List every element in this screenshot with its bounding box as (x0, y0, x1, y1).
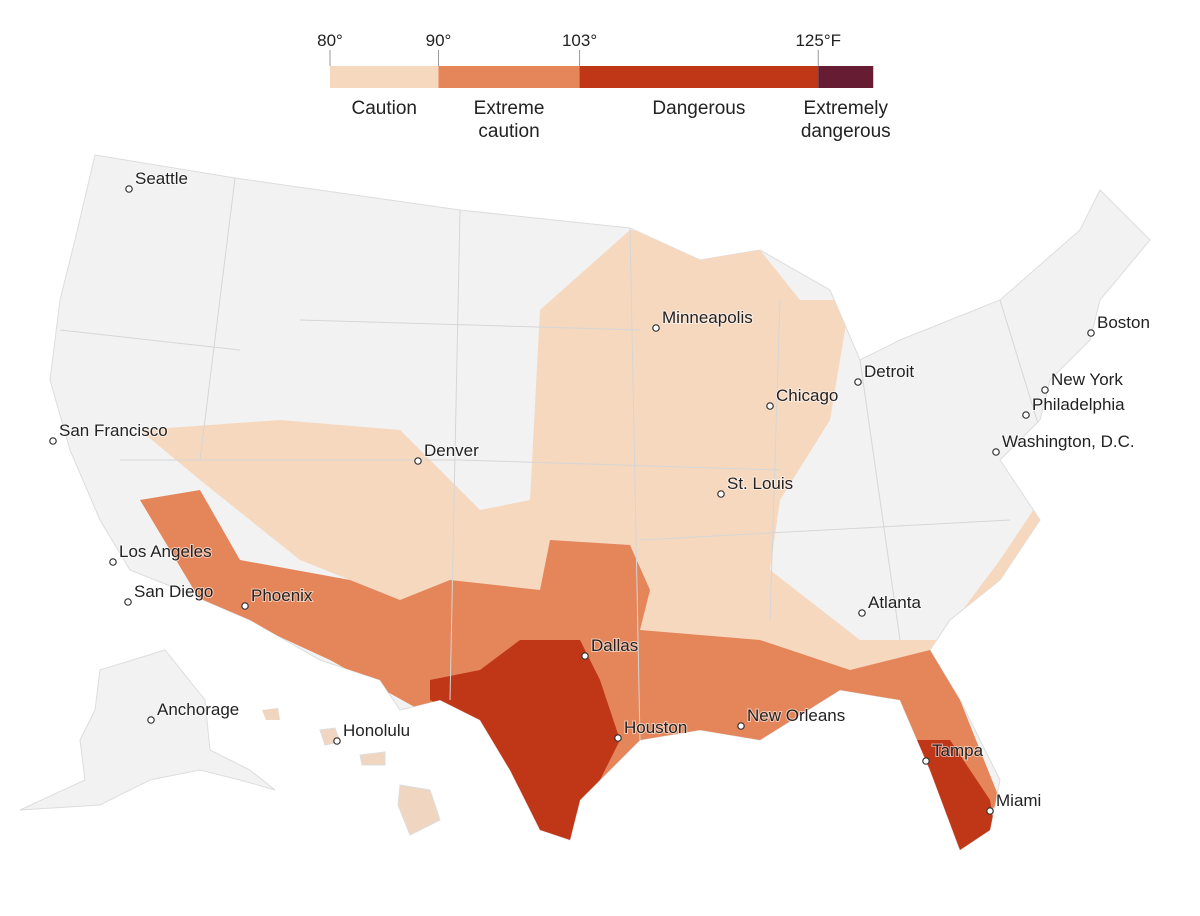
legend-swatch (330, 66, 439, 88)
state-lines (59, 177, 1041, 741)
city-label: Minneapolis (662, 308, 753, 327)
city-label: Honolulu (343, 721, 410, 740)
city-dot (49, 437, 57, 445)
city-label: St. Louis (727, 474, 793, 493)
hawaii (319, 727, 441, 836)
city-label: Atlanta (868, 593, 921, 612)
legend-label: Extremely dangerous (800, 98, 891, 142)
city-label: Tampa (932, 741, 984, 760)
city-label: Dallas (591, 636, 638, 655)
city-dot (333, 737, 341, 745)
city-dot (581, 652, 589, 660)
legend-label: Extreme caution (473, 98, 545, 142)
legend-swatch (438, 66, 580, 88)
city-dot (652, 324, 660, 332)
city-dot (109, 558, 117, 566)
city-label: Anchorage (157, 700, 239, 719)
legend-label: Caution (351, 98, 418, 119)
city-label: Denver (424, 441, 479, 460)
dangerous-zone (430, 640, 995, 850)
city-label: San Diego (134, 582, 213, 601)
city-dot (1087, 329, 1095, 337)
city-dot (737, 722, 745, 730)
city-dot (858, 609, 866, 617)
city-dot (1041, 386, 1049, 394)
caution-zone (140, 230, 1050, 700)
city-label: Washington, D.C. (1002, 432, 1135, 451)
city-dot (124, 598, 132, 606)
city-dot (992, 448, 1000, 456)
city-label: New Orleans (747, 706, 845, 725)
city-dot (986, 807, 994, 815)
city-label: Philadelphia (1032, 395, 1125, 414)
city-dot (922, 757, 930, 765)
city-label: Seattle (135, 169, 188, 188)
city-label: Detroit (864, 362, 914, 381)
city-dot (241, 602, 249, 610)
alaska-hawaii (19, 649, 441, 836)
legend-swatch (579, 66, 819, 88)
legend-tick-label: 125°F (795, 31, 841, 50)
legend-label: Dangerous (652, 98, 746, 119)
city-dot (766, 402, 774, 410)
cities: Seattle San Francisco Los Angeles San Diego… (49, 168, 1151, 815)
city-dot (147, 716, 155, 724)
island (262, 708, 280, 720)
legend-tick-label: 80° (317, 31, 343, 50)
city-label: Boston (1097, 313, 1150, 332)
city-label: Los Angeles (119, 542, 212, 561)
city-dot (854, 378, 862, 386)
city-label: New York (1051, 370, 1123, 389)
city-dot (125, 185, 133, 193)
alaska (19, 649, 276, 811)
city-label: Chicago (776, 386, 838, 405)
city-dot (414, 457, 422, 465)
legend-tick-label: 90° (426, 31, 452, 50)
city-label: San Francisco (59, 421, 168, 440)
city-dot (1022, 411, 1030, 419)
city-label: Miami (996, 791, 1041, 810)
legend-tick-label: 103° (562, 31, 597, 50)
legend: 80° 90° 103° 125°F (317, 31, 874, 88)
city-label: Phoenix (251, 586, 313, 605)
legend-swatch (818, 66, 874, 88)
city-dot (717, 490, 725, 498)
city-label: Houston (624, 718, 687, 737)
city-dot (614, 734, 622, 742)
